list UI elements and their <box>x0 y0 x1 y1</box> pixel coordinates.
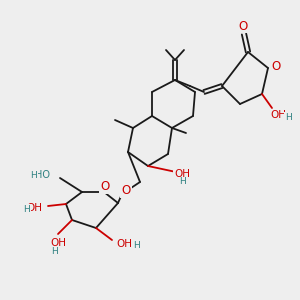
Text: OH: OH <box>174 169 190 179</box>
Text: H: H <box>30 170 37 179</box>
Text: O: O <box>122 184 130 197</box>
Text: H: H <box>51 248 57 256</box>
Text: OH: OH <box>50 238 66 248</box>
Text: H: H <box>133 241 140 250</box>
Text: H: H <box>285 112 291 122</box>
Text: OH: OH <box>270 110 286 120</box>
Text: O: O <box>238 20 247 32</box>
Text: OH: OH <box>116 239 132 249</box>
Text: HO: HO <box>35 170 50 180</box>
Text: H: H <box>23 205 30 214</box>
Text: H: H <box>178 178 185 187</box>
Text: OH: OH <box>26 203 42 213</box>
Text: O: O <box>100 181 109 194</box>
Text: O: O <box>272 61 280 74</box>
